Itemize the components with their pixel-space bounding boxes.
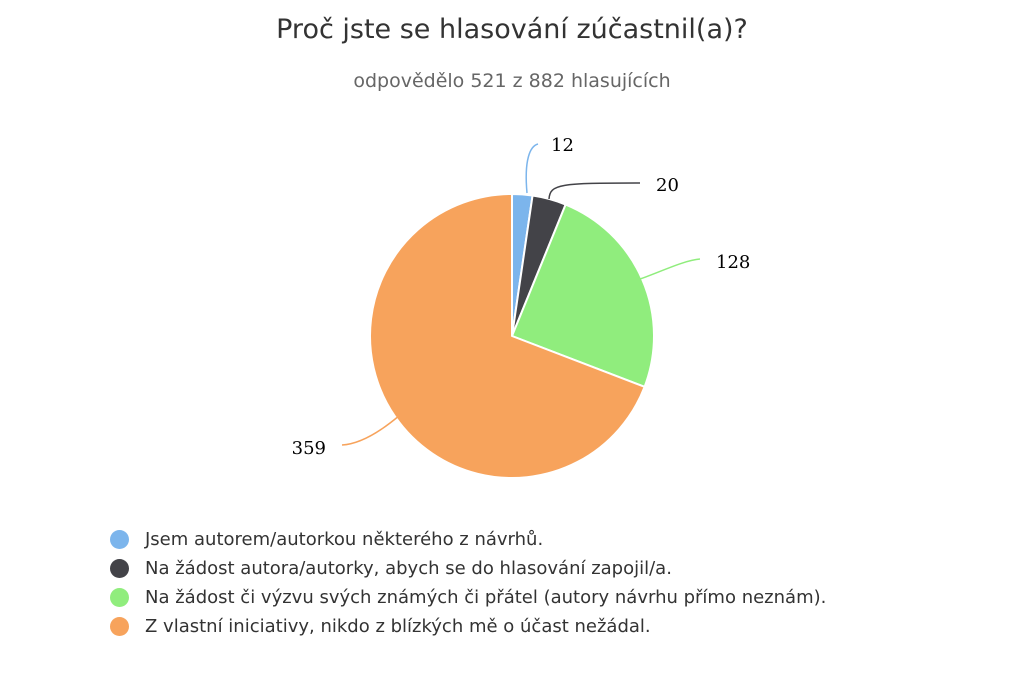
legend-item-1[interactable]: Jsem autorem/autorkou některého z návrhů… (110, 525, 826, 554)
legend-item-3[interactable]: Na žádost či výzvu svých známých či přát… (110, 583, 826, 612)
legend-symbol (110, 617, 129, 636)
legend-label: Jsem autorem/autorkou některého z návrhů… (145, 529, 544, 550)
legend-symbol (110, 588, 129, 607)
legend-label: Na žádost autora/autorky, abych se do hl… (145, 558, 672, 579)
pie-slice-3[interactable] (511, 203, 655, 388)
legend-item-4[interactable]: Z vlastní iniciativy, nikdo z blízkých m… (110, 612, 826, 641)
data-label-4: 359 (292, 438, 326, 459)
data-label-1: 12 (551, 135, 574, 156)
legend: Jsem autorem/autorkou některého z návrhů… (110, 525, 826, 641)
data-label-2: 20 (656, 175, 679, 196)
legend-symbol (110, 559, 129, 578)
connector-line-1 (525, 143, 539, 194)
connector-line-2 (548, 182, 641, 200)
legend-label: Na žádost či výzvu svých známých či přát… (145, 587, 827, 608)
legend-item-2[interactable]: Na žádost autora/autorky, abych se do hl… (110, 554, 826, 583)
data-label-3: 128 (716, 252, 750, 273)
chart-subtitle: odpovědělo 521 z 882 hlasujících (353, 70, 671, 92)
legend-label: Z vlastní iniciativy, nikdo z blízkých m… (145, 616, 651, 637)
pie-slice-4[interactable] (369, 193, 646, 479)
legend-symbol (110, 530, 129, 549)
chart-title: Proč jste se hlasování zúčastnil(a)? (276, 14, 748, 45)
connector-line-4 (341, 414, 401, 446)
connector-line-3 (639, 258, 701, 280)
